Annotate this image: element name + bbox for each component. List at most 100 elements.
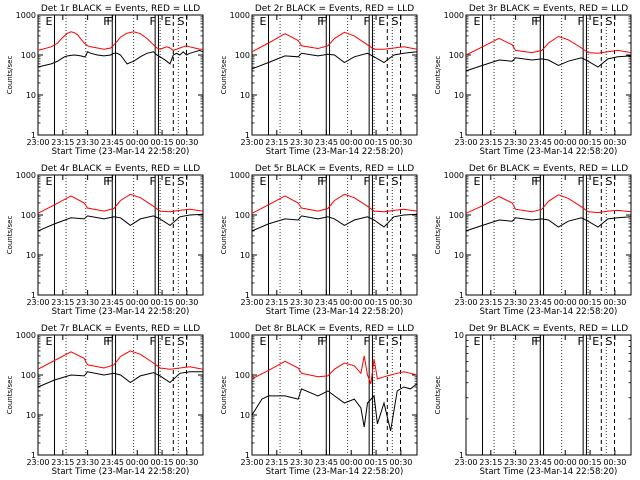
x-tick-label: 23:45 [529,458,552,467]
x-tick-label: 23:30 [504,458,527,467]
x-tick-label: 00:00 [340,458,363,467]
panel-6: Det 6r BLACK = Events, RED = LLD 1 10 100 10… [434,164,632,317]
x-tick-label: 23:30 [504,138,527,147]
x-tick-label: 00:30 [175,138,198,147]
marker-label: E [378,335,385,348]
panel-3: Det 3r BLACK = Events, RED = LLD 1 10 100 10… [434,4,632,157]
y-tick-label: 1 [31,131,36,140]
y-tick-label: 10 [26,411,36,420]
x-tick-label: 00:00 [340,138,363,147]
y-axis-label: Counts/sec [6,376,14,415]
panel-2: Det 2r BLACK = Events, RED = LLD 1 10 100 10… [220,4,418,157]
marker-label: S [178,175,185,188]
y-tick-label: 1 [31,291,36,300]
y-tick-label: 100 [235,51,250,60]
x-tick-label: 00:15 [151,458,174,467]
panel-7: Det 7r BLACK = Events, RED = LLD 1 10 100 10… [6,324,204,477]
y-tick-label: 1000 [16,11,36,20]
marker-label: E [474,175,481,188]
marker-label: F [317,335,323,348]
panel-title: Det 3r BLACK = Events, RED = LLD [469,4,628,14]
x-tick-label: 00:30 [389,458,412,467]
y-tick-label: 100 [449,211,464,220]
x-tick-label: 23:30 [76,458,99,467]
x-tick-label: 00:30 [389,138,412,147]
x-tick-label: 23:45 [315,298,338,307]
y-axis-label: Counts/sec [220,56,228,95]
marker-label: F [317,175,323,188]
panel-title: Det 7r BLACK = Events, RED = LLD [41,324,200,334]
marker-label: F [363,15,369,28]
x-tick-label: 23:00 [454,458,477,467]
marker-label: F [107,15,113,28]
y-tick-label: 1 [31,451,36,460]
y-tick-label: 1000 [444,11,464,20]
marker-label: E [164,15,171,28]
plot-frame [37,334,204,456]
plot-frame [251,14,418,136]
y-axis-label: Counts/sec [220,376,228,415]
marker-label: F [577,335,583,348]
x-tick-label: 23:00 [240,138,263,147]
series-line-events [37,371,203,388]
marker-label: S [606,335,613,348]
marker-label: F [531,15,537,28]
panel-8: Det 8r BLACK = Events, RED = LLD 1 10 100 10… [220,324,418,477]
marker-label: S [178,15,185,28]
x-tick-label: 23:15 [51,458,74,467]
x-tick-label: 23:15 [265,298,288,307]
y-tick-label: 1000 [230,331,250,340]
y-tick-label: 100 [235,211,250,220]
x-tick-label: 00:00 [554,138,577,147]
y-tick-label: 10 [454,331,464,340]
series-line-events [37,213,204,232]
marker-label: F [107,335,113,348]
x-tick-label: 23:15 [265,138,288,147]
series-line-lld [37,350,204,370]
series-line-lld [251,193,418,214]
x-tick-label: 23:45 [529,298,552,307]
y-tick-label: 1000 [16,171,36,180]
marker-label: F [531,175,537,188]
panel-title: Det 4r BLACK = Events, RED = LLD [41,164,200,174]
y-tick-label: 1 [245,291,250,300]
panel-title: Det 5r BLACK = Events, RED = LLD [255,164,414,174]
x-tick-label: 23:00 [26,298,49,307]
x-axis-label: Start Time (23-Mar-14 22:58:20) [480,467,618,477]
panel-4: Det 4r BLACK = Events, RED = LLD 1 10 100 10… [6,164,204,317]
panel-5: Det 5r BLACK = Events, RED = LLD 1 10 100 10… [220,164,418,317]
y-axis-label: Counts/sec [6,216,14,255]
marker-label: F [103,175,109,188]
marker-label: E [474,335,481,348]
x-tick-label: 00:15 [365,138,388,147]
x-tick-label: 00:00 [126,458,149,467]
y-tick-label: 1000 [230,171,250,180]
series-line-events [251,213,418,232]
marker-label: F [149,335,155,348]
marker-label: F [149,175,155,188]
x-tick-label: 00:15 [365,458,388,467]
x-tick-label: 23:30 [290,458,313,467]
series-line-events [37,49,204,68]
marker-label: E [260,175,267,188]
y-tick-label: 10 [454,91,464,100]
x-tick-label: 00:00 [554,458,577,467]
y-tick-label: 10 [26,251,36,260]
x-tick-label: 23:45 [101,138,124,147]
marker-label: F [103,335,109,348]
x-axis-label: Start Time (23-Mar-14 22:58:20) [266,147,404,157]
marker-label: F [149,15,155,28]
x-tick-label: 23:00 [26,458,49,467]
y-tick-label: 100 [449,51,464,60]
x-tick-label: 00:15 [151,298,174,307]
marker-label: S [392,335,399,348]
y-axis-label: Counts/sec [6,56,14,95]
panel-title: Det 8r BLACK = Events, RED = LLD [255,324,414,334]
series-line-lld [251,355,418,385]
y-tick-label: 10 [240,251,250,260]
x-axis-label: Start Time (23-Mar-14 22:58:20) [52,307,190,317]
y-tick-label: 100 [21,51,36,60]
marker-label: F [107,175,113,188]
marker-label: E [378,175,385,188]
y-tick-label: 1 [459,451,464,460]
